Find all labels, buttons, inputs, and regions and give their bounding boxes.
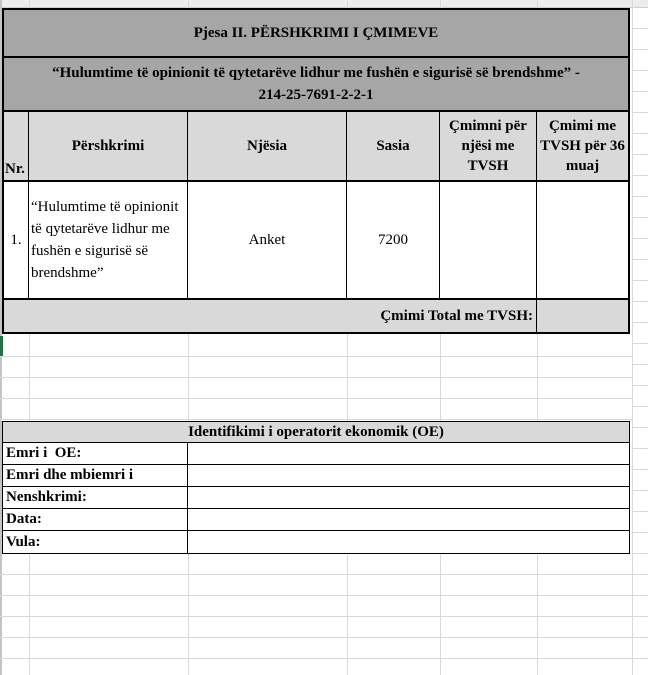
oe-label-vula: Vula:: [3, 531, 188, 553]
gridlines-right-margin: [632, 8, 648, 675]
oe-value-emri-mbiemri[interactable]: [188, 465, 629, 486]
gridlines-gap-above-form: [0, 336, 632, 422]
oe-field-row-emri-mbiemri: Emri dhe mbiemri i: [3, 465, 629, 487]
column-header-njesia: Njësia: [188, 112, 347, 180]
row1-unit-price-cell[interactable]: [440, 182, 537, 298]
total-value-cell[interactable]: [537, 300, 628, 332]
oe-label-nenshkrimi: Nenshkrimi:: [3, 487, 188, 508]
oe-value-emri-oe[interactable]: [188, 443, 629, 464]
column-header-pershkrimi: Përshkrimi: [29, 112, 188, 180]
oe-identification-form: Identifikimi i operatorit ekonomik (OE) …: [2, 421, 630, 554]
contract-subtitle-line2: 214-25-7691-2-2-1: [258, 87, 374, 103]
oe-field-row-nenshkrimi: Nenshkrimi:: [3, 487, 629, 509]
oe-label-emri-mbiemri: Emri dhe mbiemri i: [3, 465, 188, 486]
column-header-cmimi-36-muaj: Çmimi me TVSH për 36 muaj: [540, 118, 625, 174]
oe-field-row-emri-oe: Emri i OE:: [3, 443, 629, 465]
row1-nr-cell: 1.: [4, 182, 29, 298]
oe-label-emri-oe: Emri i OE:: [3, 443, 188, 464]
oe-form-header: Identifikimi i operatorit ekonomik (OE): [3, 422, 629, 443]
column-header-cmimi-njesi: Çmimni për njësi me TVSH: [440, 112, 537, 180]
total-label-cell: Çmimi Total me TVSH:: [4, 300, 537, 332]
price-table: Pjesa II. PËRSHKRIMI I ÇMIMEVE “Hulumtim…: [2, 8, 630, 334]
row1-description-cell: “Hulumtime të opinionit të qytetarëve li…: [29, 182, 188, 298]
column-header-nr: Nr.: [4, 112, 29, 180]
column-header-sasia: Sasia: [347, 112, 440, 180]
gridlines-below-form: [0, 554, 632, 675]
row1-quantity-cell: 7200: [347, 182, 440, 298]
contract-subtitle-line1: “Hulumtime të opinionit të qytetarëve li…: [52, 65, 580, 81]
section-title: Pjesa II. PËRSHKRIMI I ÇMIMEVE: [193, 24, 439, 41]
oe-field-row-vula: Vula:: [3, 531, 629, 553]
oe-value-data[interactable]: [188, 509, 629, 530]
total-row: Çmimi Total me TVSH:: [4, 300, 628, 332]
oe-field-row-data: Data:: [3, 509, 629, 531]
row1-unit-cell: Anket: [188, 182, 347, 298]
table-row: 1. “Hulumtime të opinionit të qytetarëve…: [4, 182, 628, 300]
active-cell-indicator: [0, 336, 3, 356]
oe-value-vula[interactable]: [188, 531, 629, 553]
row1-total-price-cell[interactable]: [537, 182, 628, 298]
section-title-band: Pjesa II. PËRSHKRIMI I ÇMIMEVE: [4, 10, 628, 58]
contract-subtitle-band: “Hulumtime të opinionit të qytetarëve li…: [4, 58, 628, 112]
oe-value-nenshkrimi[interactable]: [188, 487, 629, 508]
oe-label-data: Data:: [3, 509, 188, 530]
table-header-row: Nr. Përshkrimi Njësia Sasia Çmimni për n…: [4, 112, 628, 182]
